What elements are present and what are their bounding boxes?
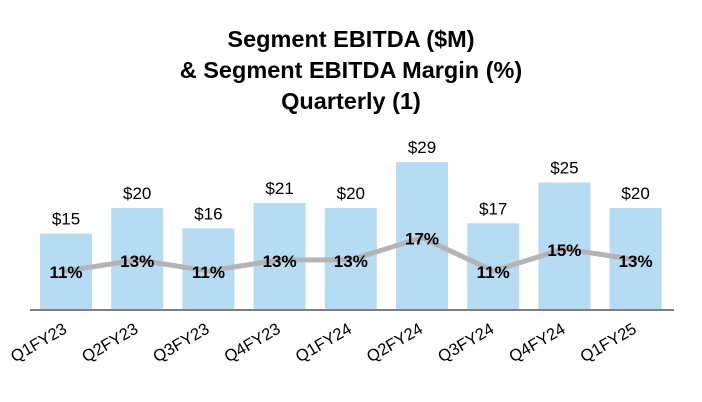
x-tick-label: Q3FY23 [150,320,212,366]
bar-value-label: $29 [408,138,436,157]
bar-q4fy23 [253,202,306,310]
margin-value-label: 13% [263,252,297,271]
chart-title: Segment EBITDA ($M) & Segment EBITDA Mar… [0,24,702,117]
bar-value-label: $21 [265,179,293,198]
margin-value-label: 13% [334,252,368,271]
x-tick-label: Q2FY23 [79,320,141,366]
chart-title-line-1: Segment EBITDA ($M) [227,26,475,52]
bar-value-label: $20 [123,184,151,203]
bar-value-label: $16 [194,204,222,223]
bar-value-label: $15 [52,210,80,229]
x-axis: Q1FY23 Q2FY23 Q3FY23 Q4FY23 Q1FY24 Q2FY24 Q3FY… [8,309,674,366]
margin-value-label: 11% [192,263,225,282]
x-tick-label: Q1FY25 [577,320,639,366]
margin-value-label: 13% [619,252,653,271]
margin-value-label: 11% [477,263,510,282]
bar-labels-layer: $15 $20 $16 $21 $20 $29 $17 $25 $20 [52,138,650,228]
bar-value-label: $20 [337,184,365,203]
margin-value-label: 13% [120,252,154,271]
bar-value-label: $17 [479,199,507,218]
x-tick-label: Q4FY24 [506,320,568,366]
bar-value-label: $20 [621,184,649,203]
x-tick-label: Q3FY24 [435,320,497,366]
x-tick-label: Q1FY24 [293,320,355,366]
margin-value-label: 11% [49,263,82,282]
margin-value-label: 15% [547,241,581,260]
x-tick-label: Q4FY23 [221,320,283,366]
chart-title-line-3: Quarterly (1) [281,88,421,114]
margin-line [63,235,639,274]
x-tick-label: Q2FY24 [364,320,426,366]
margin-labels-layer: 11% 13% 11% 13% 13% 17% 11% 15% 13% [49,230,652,282]
bar-value-label: $25 [550,159,578,178]
x-tick-label: Q1FY23 [8,320,70,366]
margin-line-layer [63,235,639,274]
chart-title-line-2: & Segment EBITDA Margin (%) [179,57,523,83]
margin-value-label: 17% [405,230,439,249]
